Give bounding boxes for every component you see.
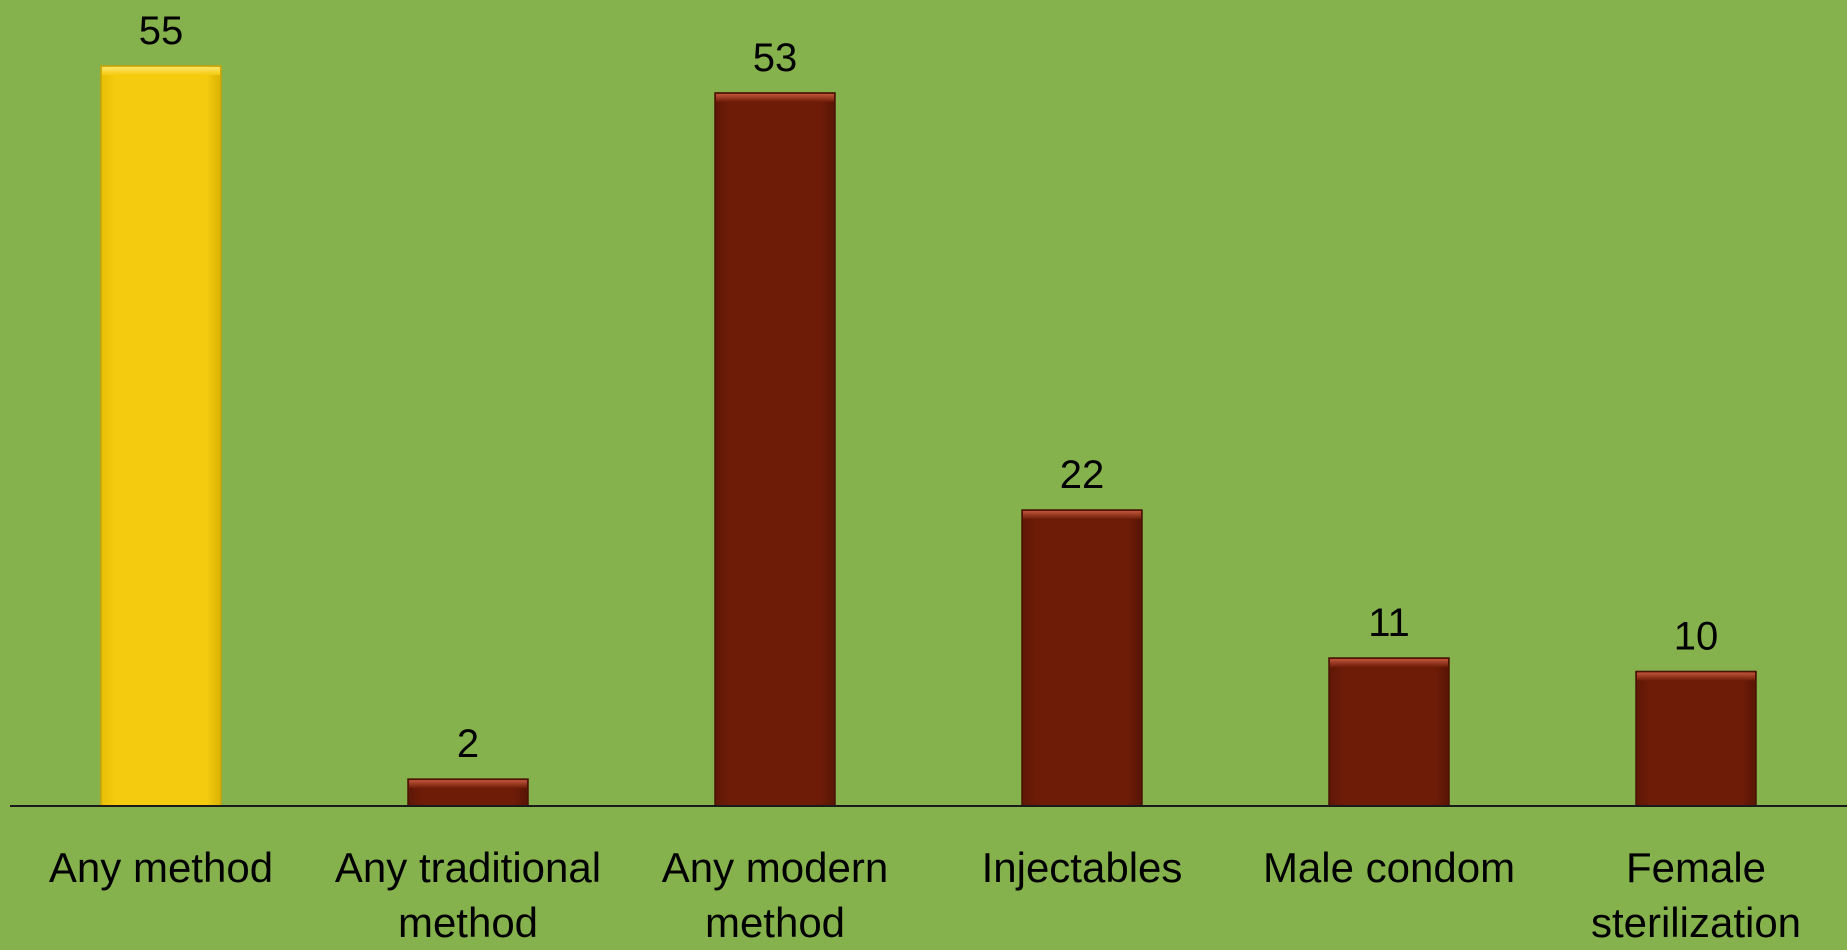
bar-3-bevel bbox=[716, 93, 834, 102]
category-label-5: Male condom bbox=[1239, 840, 1539, 895]
category-label-6: Female sterilization bbox=[1546, 840, 1846, 950]
bar-3 bbox=[714, 92, 836, 807]
bar-5 bbox=[1328, 657, 1450, 807]
data-label-2: 2 bbox=[457, 722, 479, 766]
category-label-line: method bbox=[397, 899, 539, 946]
category-label-line: Any method bbox=[48, 844, 274, 891]
bar-5-bevel bbox=[1330, 659, 1448, 667]
category-label-line: sterilization bbox=[1590, 899, 1802, 946]
category-label-line: method bbox=[704, 899, 846, 946]
category-label-4: Injectables bbox=[932, 840, 1232, 895]
data-label-4: 22 bbox=[1060, 453, 1105, 497]
category-label-line: Any modern bbox=[661, 844, 889, 891]
bar-2-bevel bbox=[409, 780, 527, 789]
data-label-1: 55 bbox=[139, 9, 184, 53]
bar-6-bevel bbox=[1637, 672, 1755, 681]
category-label-line: Any traditional bbox=[334, 844, 602, 891]
bar-4 bbox=[1021, 509, 1143, 807]
bar-1-bevel bbox=[102, 67, 220, 75]
data-label-3: 53 bbox=[753, 36, 798, 80]
category-label-line: Injectables bbox=[981, 844, 1183, 891]
bar-4-bevel bbox=[1023, 511, 1141, 519]
bar-1 bbox=[100, 65, 222, 807]
category-label-line: Male condom bbox=[1262, 844, 1516, 891]
data-label-6: 10 bbox=[1674, 614, 1719, 658]
category-label-2: Any traditional method bbox=[318, 840, 618, 950]
data-label-5: 11 bbox=[1368, 601, 1410, 645]
bar-6 bbox=[1635, 670, 1757, 807]
category-label-line: Female bbox=[1625, 844, 1767, 891]
category-label-1: Any method bbox=[11, 840, 311, 895]
category-label-3: Any modern method bbox=[625, 840, 925, 950]
